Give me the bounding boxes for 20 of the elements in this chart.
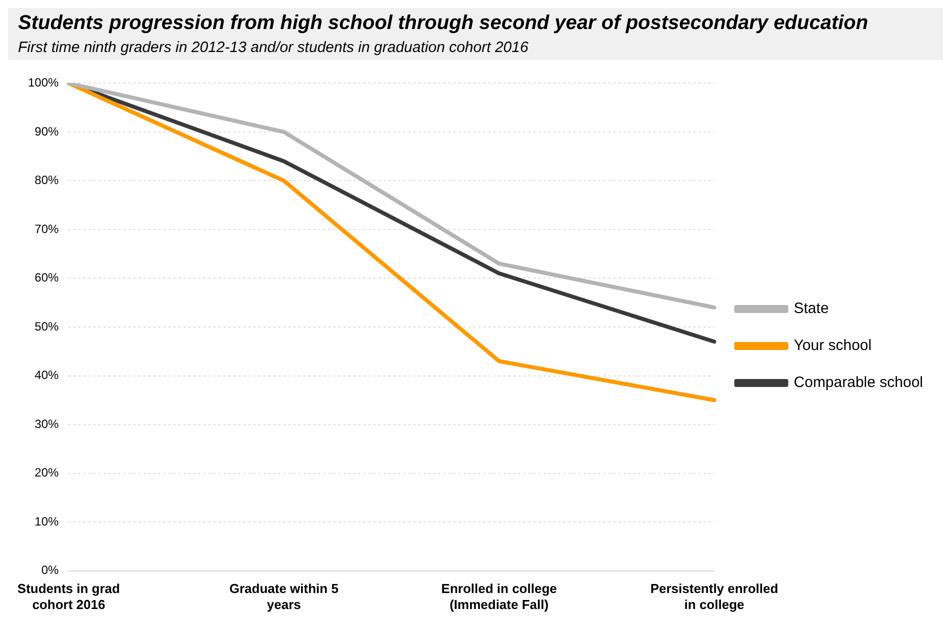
y-tick-label: 10% (34, 514, 60, 528)
x-tick-label: Enrolled in college (Immediate Fall) (441, 581, 557, 612)
y-tick-label: 80% (34, 173, 60, 188)
y-tick-label: 40% (34, 368, 60, 382)
y-tick-label: 0% (41, 563, 60, 578)
chart-title: Students progression from high school through second year of postsecondary education (18, 12, 870, 35)
legend-label: State (794, 300, 829, 318)
legend-label: Comparable school (794, 374, 924, 392)
y-tick-label: 90% (34, 124, 60, 138)
x-tick-label: Persistently enrolled in college (650, 581, 778, 612)
y-tick-label: 20% (34, 466, 60, 480)
y-tick-label: 30% (34, 416, 60, 431)
legend-label: Your school (794, 337, 872, 354)
chart-subtitle: First time ninth graders in 2012-13 and/or students in graduation cohort 2016 (18, 39, 530, 56)
x-tick-label: Graduate within 5 years (229, 581, 338, 612)
y-tick-label: 60% (34, 270, 60, 285)
y-tick-label: 50% (34, 319, 60, 334)
x-tick-label: Students in grad cohort 2016 (17, 581, 120, 612)
y-tick-label: 100% (28, 76, 60, 90)
y-tick-label: 70% (34, 222, 60, 236)
